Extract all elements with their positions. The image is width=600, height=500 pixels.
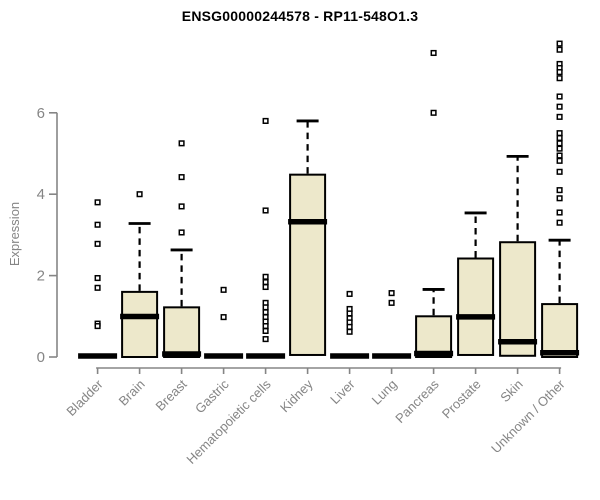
- outlier-point-hematopoietic-cells: [262, 279, 269, 286]
- outlier-point-unknown-other: [556, 187, 563, 194]
- x-tick-label-pancreas: Pancreas: [392, 376, 442, 426]
- outlier-point-hematopoietic-cells: [262, 273, 269, 280]
- outlier-point-unknown-other: [556, 152, 563, 159]
- outlier-point-liver: [346, 310, 353, 317]
- x-tick-label-lung: Lung: [369, 377, 400, 408]
- outlier-point-breast: [178, 174, 185, 181]
- outlier-point-breast: [178, 203, 185, 210]
- y-tick-label: 4: [37, 186, 45, 203]
- outlier-point-liver: [346, 328, 353, 335]
- outlier-point-liver: [346, 290, 353, 297]
- box-kidney: [289, 173, 327, 356]
- outlier-point-brain: [136, 191, 143, 198]
- outlier-point-unknown-other: [556, 209, 563, 216]
- outlier-point-breast: [178, 229, 185, 236]
- outlier-point-hematopoietic-cells: [262, 304, 269, 311]
- x-tick-label-brain: Brain: [116, 377, 148, 409]
- box-brain: [121, 290, 159, 359]
- outlier-point-breast: [178, 140, 185, 147]
- x-tick-label-bladder: Bladder: [63, 376, 106, 419]
- x-tick-label-breast: Breast: [153, 376, 190, 413]
- outlier-point-hematopoietic-cells: [262, 327, 269, 335]
- y-tick-label: 2: [37, 268, 45, 285]
- outlier-point-liver: [346, 323, 353, 330]
- outlier-point-bladder: [94, 274, 101, 282]
- outlier-point-unknown-other: [556, 113, 563, 120]
- outlier-point-hematopoietic-cells: [262, 336, 269, 343]
- outlier-point-unknown-other: [556, 93, 563, 100]
- outlier-point-unknown-other: [556, 195, 563, 202]
- chart-title: ENSG00000244578 - RP11-548O1.3: [181, 8, 419, 24]
- outlier-point-bladder: [94, 240, 101, 247]
- outlier-point-lung: [388, 290, 395, 297]
- x-tick-label-skin: Skin: [497, 377, 525, 405]
- outlier-point-gastric: [220, 286, 227, 293]
- outlier-point-unknown-other: [556, 140, 563, 147]
- y-tick-label: 6: [37, 105, 45, 122]
- box-prostate: [457, 257, 495, 356]
- outlier-point-hematopoietic-cells: [262, 117, 269, 124]
- box-pancreas: [415, 315, 453, 358]
- box-unknown-other: [541, 303, 579, 358]
- x-tick-label-prostate: Prostate: [439, 377, 484, 422]
- outlier-point-pancreas: [430, 49, 437, 57]
- outlier-point-unknown-other: [556, 69, 563, 76]
- outlier-point-bladder: [94, 323, 101, 330]
- outlier-point-unknown-other: [556, 145, 563, 152]
- outlier-point-unknown-other: [556, 219, 563, 226]
- outlier-point-gastric: [220, 314, 227, 321]
- outlier-point-unknown-other: [556, 40, 563, 47]
- outlier-point-unknown-other: [556, 46, 563, 53]
- outlier-point-hematopoietic-cells: [262, 323, 269, 330]
- x-tick-label-liver: Liver: [327, 376, 358, 407]
- outlier-point-unknown-other: [556, 168, 563, 175]
- outlier-point-unknown-other: [556, 130, 563, 137]
- outlier-point-hematopoietic-cells: [262, 207, 269, 214]
- x-tick-label-unknown-other: Unknown / Other: [488, 376, 568, 456]
- outlier-point-unknown-other: [556, 103, 563, 110]
- x-tick-label-gastric: Gastric: [192, 376, 232, 416]
- outlier-point-hematopoietic-cells: [262, 309, 269, 316]
- outlier-point-bladder: [94, 284, 101, 291]
- outlier-point-unknown-other: [556, 75, 563, 82]
- x-tick-label-kidney: Kidney: [277, 376, 316, 415]
- outlier-point-pancreas: [430, 109, 437, 116]
- outlier-point-bladder: [94, 221, 101, 228]
- y-tick-label: 0: [37, 349, 45, 366]
- outlier-point-bladder: [94, 199, 101, 206]
- outlier-point-unknown-other: [556, 157, 563, 164]
- outlier-point-lung: [388, 299, 395, 306]
- box-breast: [163, 306, 201, 359]
- outlier-point-unknown-other: [556, 134, 563, 142]
- box-skin: [499, 241, 537, 357]
- outlier-point-hematopoietic-cells: [262, 283, 269, 291]
